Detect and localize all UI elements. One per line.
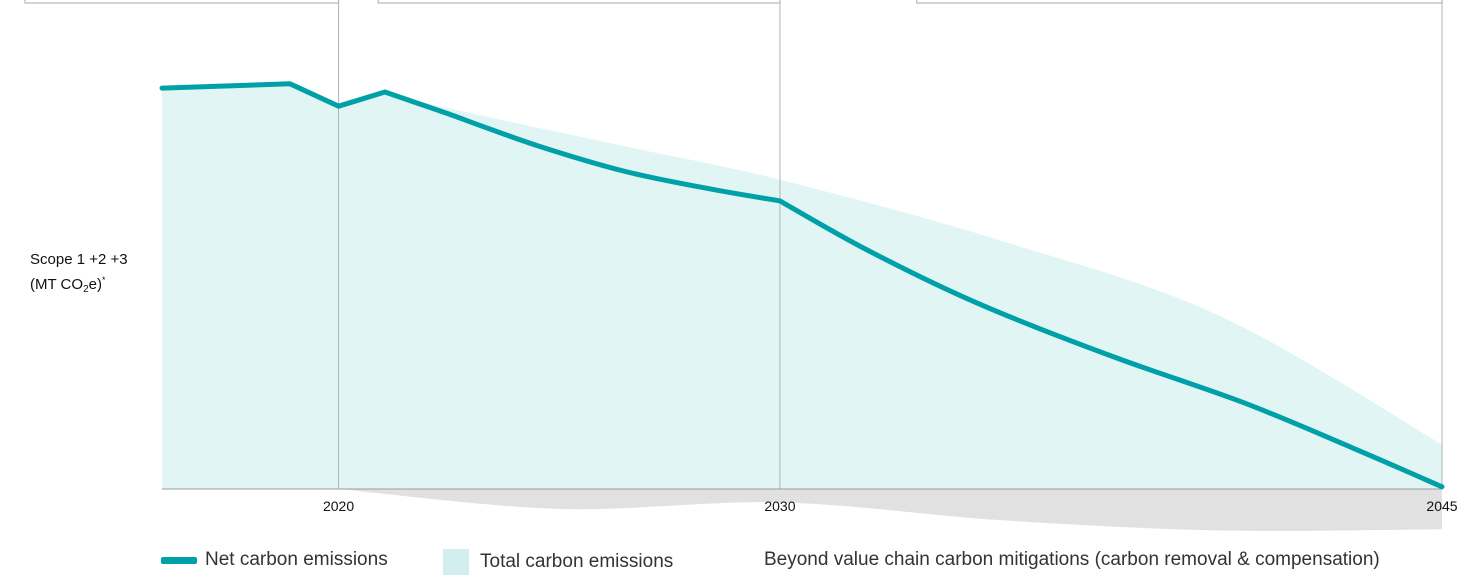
y-axis-label-line2: (MT CO2e)* — [30, 275, 106, 295]
y-axis-label-line1: Scope 1 +2 +3 — [30, 251, 128, 268]
total-area-swatch — [443, 549, 469, 575]
total-carbon-emissions-area — [162, 83, 1442, 490]
legend-total-label: Total carbon emissions — [480, 551, 674, 572]
vertical-gridlines — [338, 0, 1443, 489]
legend-item-total: Total carbon emissions — [443, 549, 673, 575]
x-tick-label: 2030 — [764, 498, 795, 514]
phase-box — [377, 0, 781, 4]
y-axis-label: Scope 1 +2 +3 (MT CO2e)* — [30, 250, 128, 300]
legend-beyond-label: Beyond value chain carbon mitigations (c… — [764, 549, 1380, 570]
beyond-value-chain-area — [338, 489, 1442, 531]
net-carbon-emissions-line — [159, 81, 1445, 490]
x-tick-label: 2020 — [323, 498, 354, 514]
phase-box — [916, 0, 1443, 4]
x-tick-label: 2045 — [1426, 498, 1457, 514]
phase-box — [24, 0, 340, 4]
x-axis-ticks: 2020 2030 2045 — [323, 498, 1458, 514]
legend: Net carbon emissions Total carbon emissi… — [0, 549, 1484, 575]
phase-boxes — [24, 0, 1443, 4]
legend-item-net: Net carbon emissions — [161, 549, 388, 571]
legend-item-beyond: Beyond value chain carbon mitigations (c… — [764, 549, 1380, 571]
net-line-swatch — [161, 556, 197, 564]
legend-net-label: Net carbon emissions — [205, 549, 388, 570]
